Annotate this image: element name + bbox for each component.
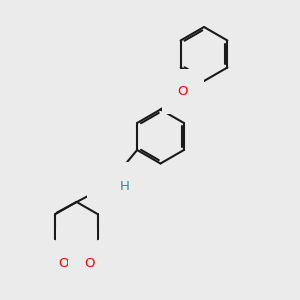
Text: N: N (103, 178, 113, 191)
Text: H: H (120, 179, 129, 193)
Text: S: S (72, 244, 81, 258)
Text: O: O (59, 257, 69, 270)
Text: O: O (178, 85, 188, 98)
Text: O: O (84, 257, 94, 270)
